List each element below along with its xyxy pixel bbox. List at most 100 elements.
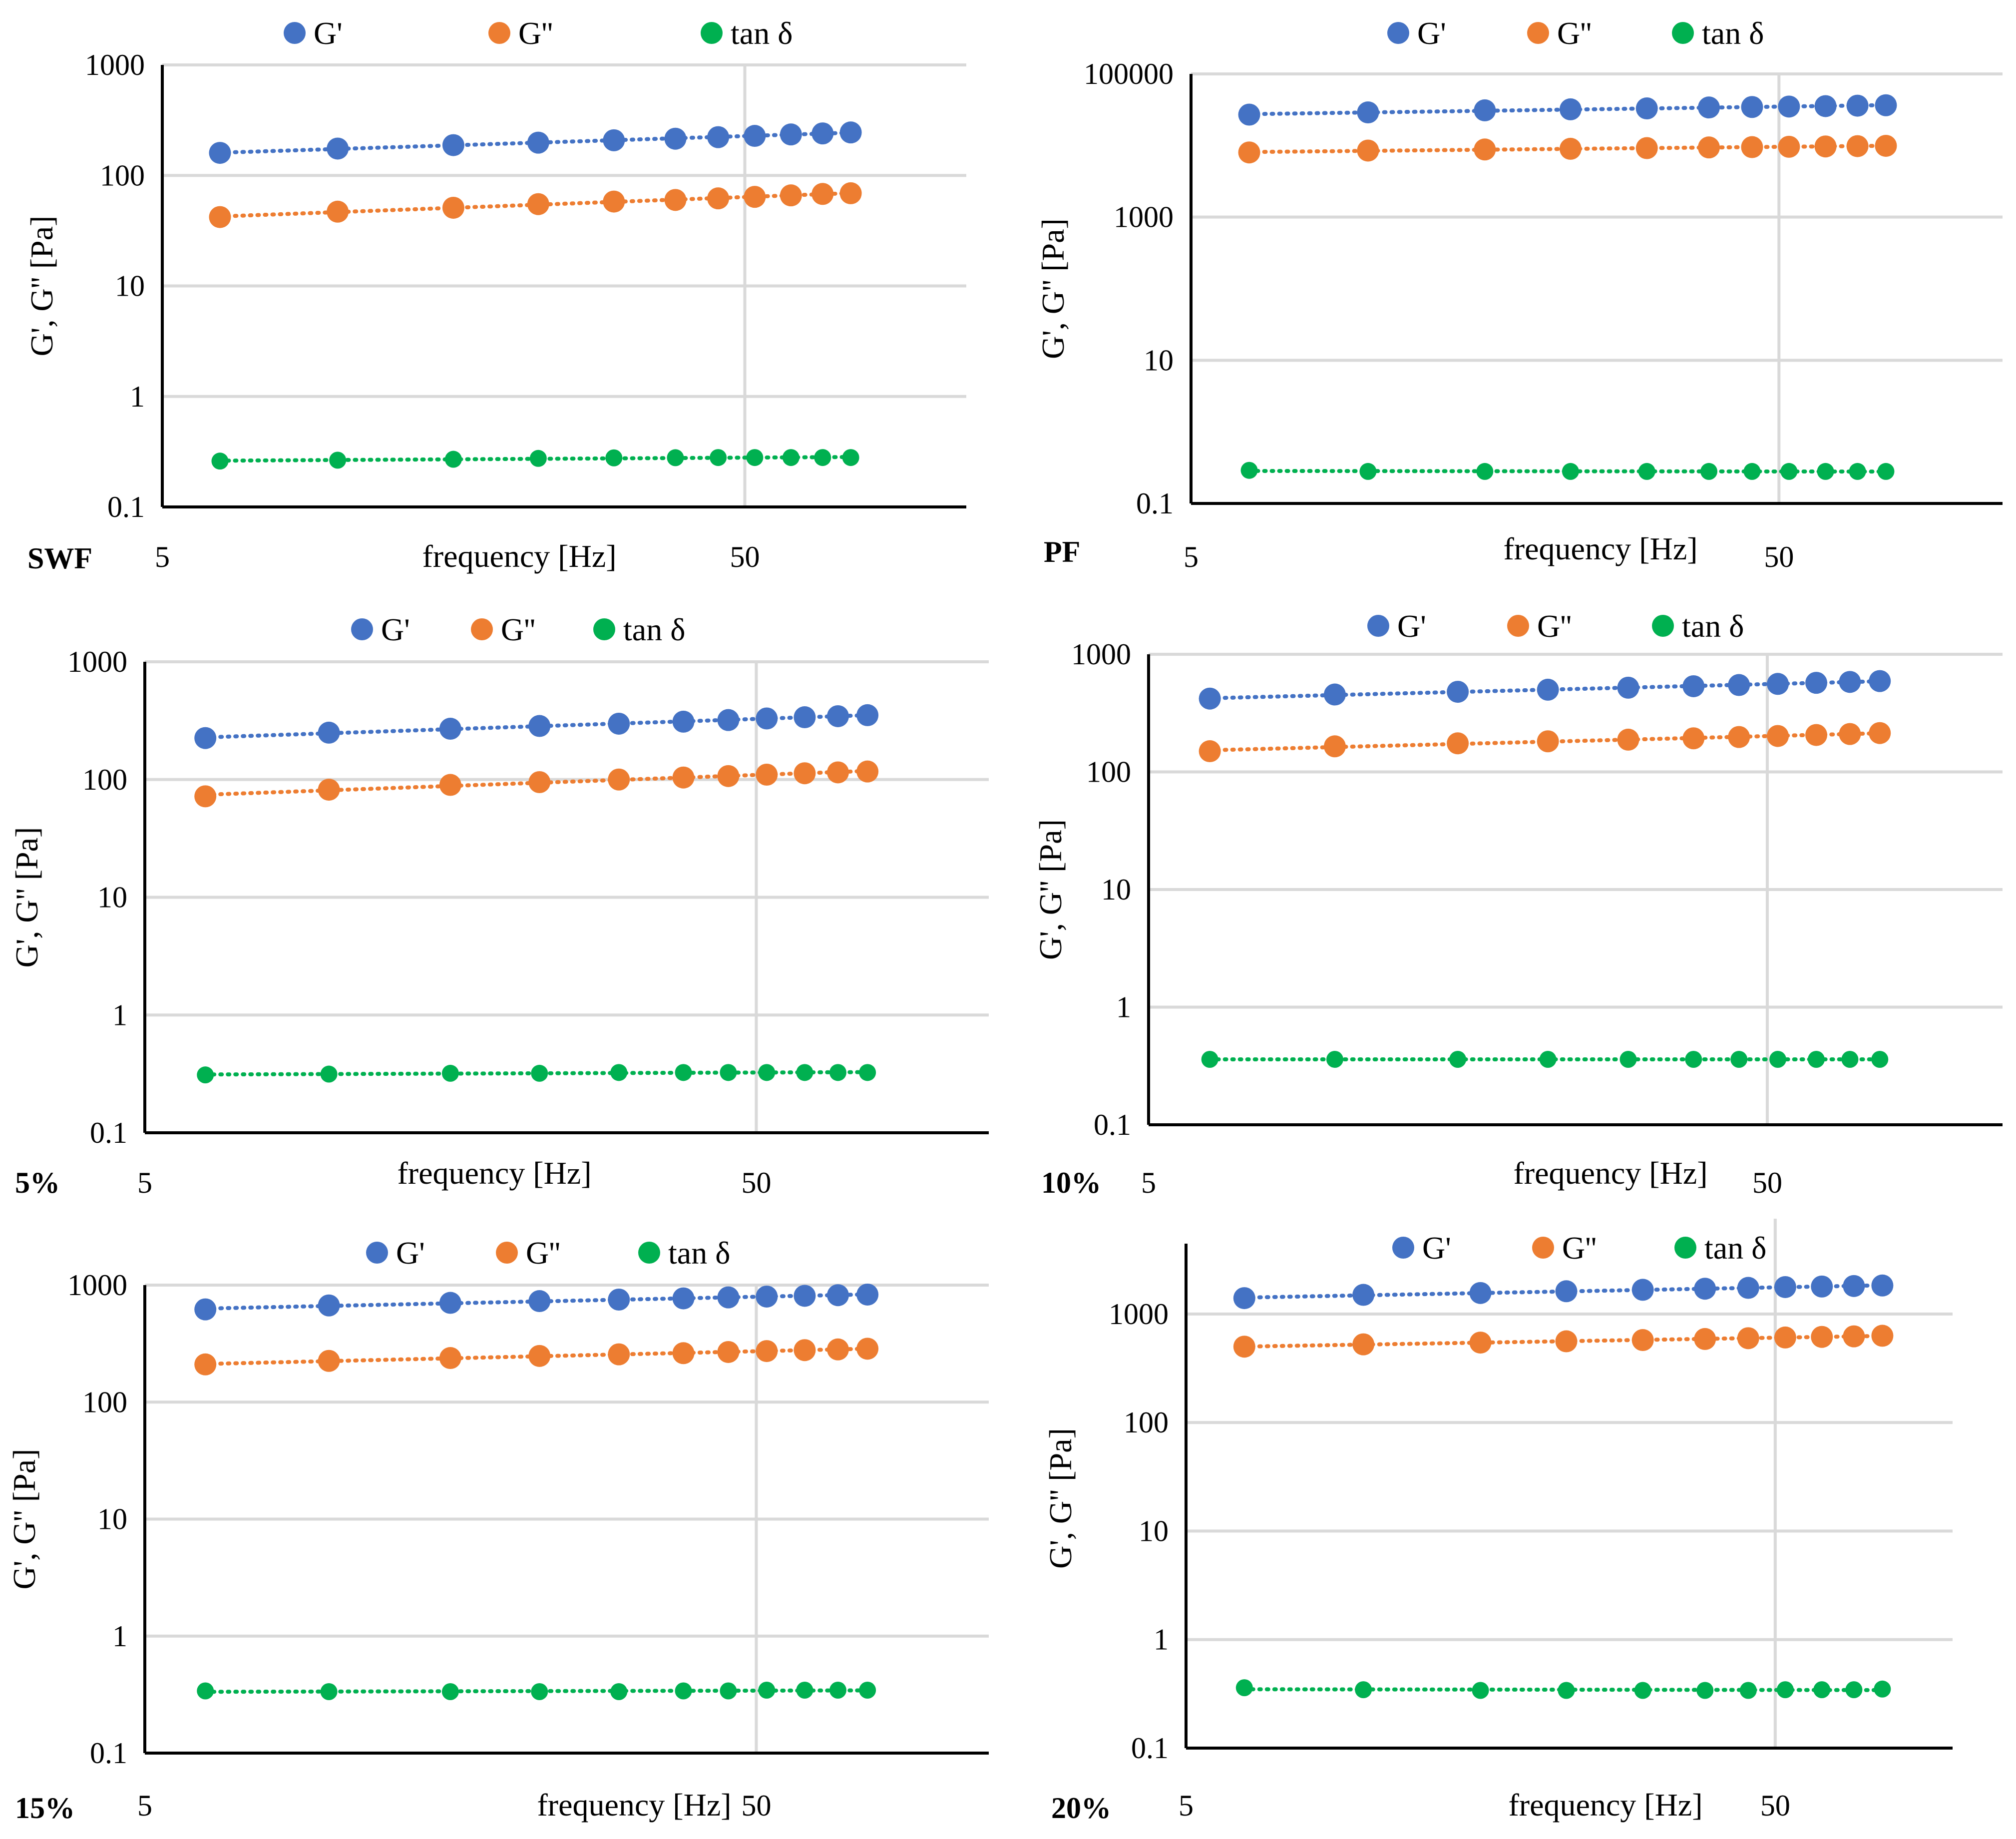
data-point-gpp [1805,724,1828,746]
data-point-tan-delta [1813,1681,1831,1699]
data-point-gpp [756,763,778,786]
data-point-gp [439,718,461,740]
data-point-tan-delta [1874,1680,1891,1698]
data-point-gpp [327,200,349,223]
data-point-tan-delta [605,449,623,466]
data-point-tan-delta [610,1064,628,1081]
legend-label-gpp: G'' [501,612,535,647]
legend-label-gpp: G'' [1562,1230,1597,1266]
data-point-gpp [672,766,695,789]
data-point-tan-delta [1871,1050,1889,1068]
data-point-gpp [717,1341,740,1363]
data-point-tan-delta [720,1682,737,1700]
legend-marker-gp [366,1242,388,1264]
data-point-gpp [194,785,217,808]
y-tick-label: 0.1 [90,1116,127,1149]
legend-marker-tan-delta [1674,1237,1696,1259]
data-point-gp [528,715,551,737]
y-tick-label: 1000 [85,48,145,81]
y-tick-label: 1 [130,380,145,413]
panel-label: PF [1044,535,1080,568]
x-tick-label: 5 [155,540,170,573]
legend-marker-gpp [1507,615,1529,637]
legend-marker-gp [284,22,306,44]
legend-label-gp: G' [1417,15,1446,51]
data-point-tan-delta [1743,462,1761,480]
legend-label-gpp: G'' [1537,608,1572,644]
data-point-gpp [1238,141,1260,164]
data-point-tan-delta [211,453,229,470]
data-point-gp [1694,1278,1716,1300]
x-tick-label: 5 [137,1789,152,1822]
data-point-tan-delta [1817,462,1834,480]
data-point-tan-delta [842,449,859,466]
x-tick-label: 5 [137,1166,152,1199]
data-point-gpp [603,190,625,213]
y-tick-label: 0.1 [1094,1108,1131,1141]
data-point-tan-delta [1449,1050,1467,1068]
y-tick-label: 1000 [67,1269,127,1302]
data-point-gp [1631,1279,1654,1301]
data-point-gp [1682,675,1705,697]
panel-label: SWF [27,542,92,575]
y-tick-label: 1000 [1109,1298,1169,1331]
data-point-gp [1352,1284,1375,1306]
data-point-tan-delta [531,1683,548,1701]
data-point-gp [1635,97,1658,120]
data-point-gp [1774,1276,1796,1298]
data-point-gp [1357,101,1379,124]
chart-panel-swf: 0.1 1 10 100 1000 5 50 G' G'' tan δ frequency [Hz]… [24,15,966,575]
y-axis-title: G', G'' [Pa] [9,827,44,968]
data-point-gp [780,123,802,146]
data-point-gp [1238,103,1260,126]
x-axis-title: frequency [Hz] [1503,531,1697,566]
y-tick-label: 1 [112,998,127,1031]
data-point-gpp [826,761,849,784]
x-tick-label: 5 [1184,540,1199,573]
data-point-gp [1778,95,1800,118]
data-point-tan-delta [1780,462,1798,480]
data-point-gpp [811,183,834,205]
y-tick-label: 100 [1086,756,1131,789]
data-point-gp [756,707,778,730]
legend-marker-gp [1367,615,1389,637]
data-point-tan-delta [1240,461,1258,479]
data-point-gp [1199,687,1221,710]
y-tick-label: 10 [97,881,127,914]
legend-marker-gpp [1532,1237,1554,1259]
data-point-gpp [744,186,766,208]
legend-marker-gpp [496,1242,518,1264]
data-point-tan-delta [796,1682,813,1699]
data-point-gpp [1737,1327,1759,1350]
data-point-gp [1555,1280,1578,1303]
y-tick-label: 1 [112,1620,127,1653]
legend-label-tan-delta: tan δ [731,15,793,51]
data-point-tan-delta [1808,1050,1825,1068]
legend-label-gpp: G'' [526,1235,560,1271]
legend-label-gp: G' [396,1235,425,1271]
y-tick-label: 10 [97,1503,127,1536]
y-tick-label: 10 [1139,1514,1169,1547]
data-point-gp [194,1298,217,1321]
y-tick-label: 1 [1116,991,1131,1024]
data-point-gpp [1728,726,1750,748]
data-point-tan-delta [1685,1050,1702,1068]
data-point-gpp [527,193,549,215]
data-point-tan-delta [197,1066,214,1084]
data-point-gpp [1871,1325,1894,1347]
data-point-gp [1469,1282,1492,1304]
data-point-gp [856,1283,879,1306]
data-point-gpp [439,774,461,796]
data-point-gpp [1875,134,1897,157]
data-point-gpp [826,1338,849,1361]
data-point-gp [318,1294,340,1317]
legend-marker-tan-delta [638,1242,660,1264]
data-point-gp [1871,1274,1894,1297]
legend-label-tan-delta: tan δ [668,1235,730,1271]
data-point-gp [1846,94,1869,117]
legend-label-tan-delta: tan δ [1702,15,1764,51]
data-point-tan-delta [1841,1050,1859,1068]
data-point-tan-delta [1700,462,1718,480]
panel-label: 5% [15,1166,60,1199]
data-point-gpp [1767,725,1789,747]
